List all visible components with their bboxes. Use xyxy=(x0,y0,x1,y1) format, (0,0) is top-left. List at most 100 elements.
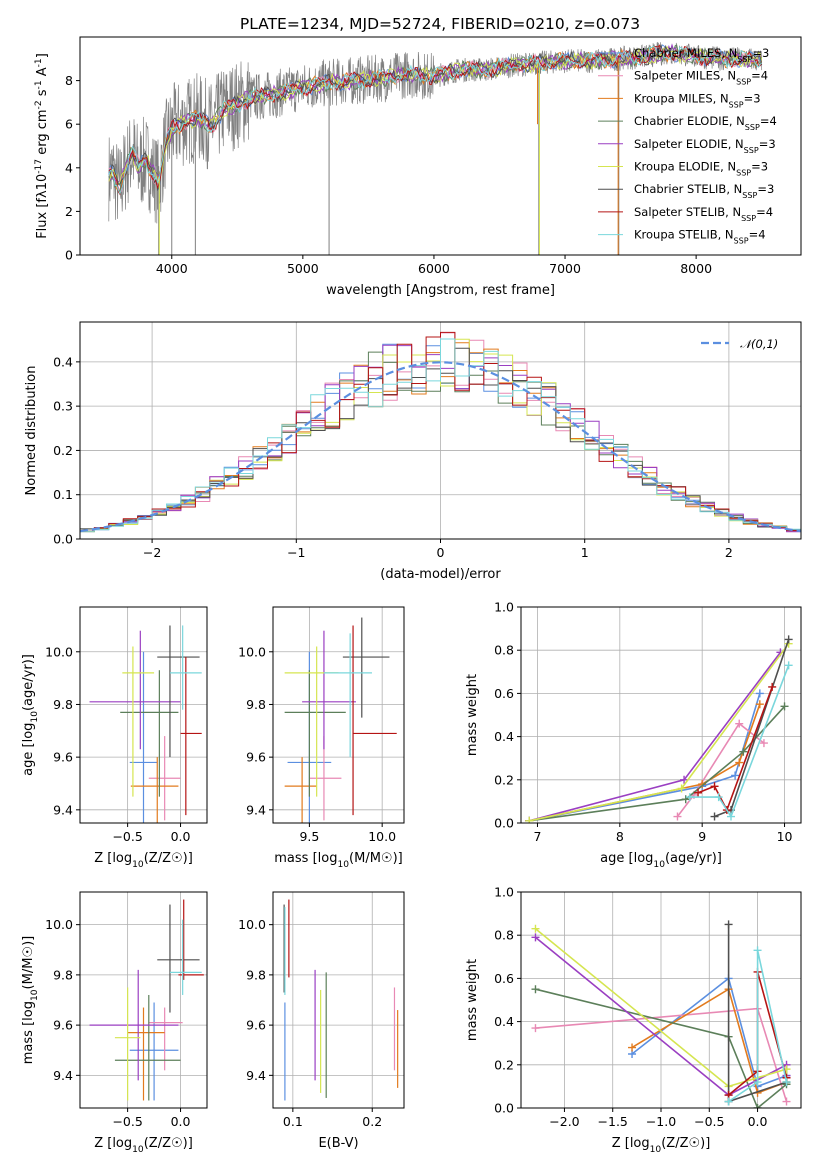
marker-salpeter-elodie xyxy=(680,775,689,784)
y-tick-label: 0.8 xyxy=(494,643,514,658)
label-part: (Z/Z☉)] xyxy=(144,1136,193,1151)
label-part: 10 xyxy=(30,711,40,723)
legend-label-chabrier-miles: Chabrier MILES, NSSP=3 xyxy=(634,46,769,64)
label-part: mass [log xyxy=(274,851,337,866)
legend-text: =4 xyxy=(760,114,777,128)
label-part: age [log xyxy=(600,851,653,866)
legend-text: Kroupa MILES, N xyxy=(634,91,729,105)
marker-kroupa-stelib xyxy=(724,1097,733,1106)
marker-salpeter-stelib xyxy=(694,788,703,797)
y-tick-label: 0.8 xyxy=(494,928,514,943)
marker-kroupa-elodie xyxy=(677,784,686,793)
marker-chabrier-elodie xyxy=(753,1104,762,1108)
axes-frame xyxy=(272,891,405,1109)
x-axis-label: mass [log10(M/M☉)] xyxy=(274,851,402,870)
y-tick-label: 0 xyxy=(65,248,73,263)
x-tick-label: −2.0 xyxy=(549,1114,579,1129)
axes-frame xyxy=(272,606,405,824)
label-part: mass weight xyxy=(465,674,480,756)
y-tick-label: 0.3 xyxy=(53,399,73,414)
marker-kroupa-miles xyxy=(628,1043,637,1052)
mass-weight-vs-metallicity-panel: −2.0 −1.5 −1.0 −0.5 0.0 0.0 0.2 0.4 0.6 0.8 1.0 Z [… xyxy=(465,885,802,1155)
y-tick-label: 9.8 xyxy=(246,697,266,712)
legend-subscript: SSP xyxy=(741,213,756,222)
marker-salpeter-miles xyxy=(673,812,682,821)
label-part: erg cm xyxy=(35,109,50,158)
y-tick-label: 9.8 xyxy=(53,697,73,712)
y-tick-label: 9.4 xyxy=(53,1068,73,1083)
y-tick-label: 0.2 xyxy=(494,1057,514,1072)
y-tick-label: 0.2 xyxy=(494,772,514,787)
x-tick-label: −2 xyxy=(143,545,161,560)
y-tick-label: 0.0 xyxy=(494,816,514,831)
y-axis-label: Normed distribution xyxy=(24,366,39,496)
legend-text: =3 xyxy=(744,91,761,105)
x-axis-label: Z [log10(Z/Z☉)] xyxy=(612,1136,711,1155)
marker-chabrier-stelib xyxy=(724,920,733,929)
plot-area xyxy=(273,607,404,823)
y-tick-label: 0.0 xyxy=(494,1101,514,1116)
y-tick-label: 9.6 xyxy=(53,1018,73,1033)
legend-text: =3 xyxy=(759,137,776,151)
plot-content xyxy=(525,635,793,823)
y-tick-label: 0.4 xyxy=(494,729,514,744)
label-part: (M/M☉)] xyxy=(21,936,36,990)
x-tick-label: 4000 xyxy=(156,261,188,276)
y-tick-label: 8 xyxy=(65,73,73,88)
x-tick-label: 1 xyxy=(581,545,589,560)
spectrum-panel: 4000 5000 6000 7000 8000 0 2 4 6 8 wavelength [Ang… xyxy=(34,36,802,298)
grid xyxy=(273,892,404,1108)
y-tick-label: 0.4 xyxy=(494,1014,514,1029)
legend-text: Salpeter ELODIE, N xyxy=(634,137,744,151)
y-tick-label: 10.0 xyxy=(45,917,73,932)
label-part: (age/yr)] xyxy=(665,851,722,866)
legend-subscript: SSP xyxy=(737,55,752,64)
x-tick-label: 0.1 xyxy=(283,1114,303,1129)
y-tick-label: 6 xyxy=(65,117,73,132)
marker-chabrier-elodie xyxy=(531,985,540,994)
y-tick-label: 9.6 xyxy=(53,750,73,765)
series-chabrier-elodie-line xyxy=(535,988,788,1108)
marker-kroupa-stelib xyxy=(714,793,723,802)
x-tick-label: −1 xyxy=(287,545,305,560)
x-tick-label: 2 xyxy=(725,545,733,560)
legend-subscript: SSP xyxy=(744,145,759,154)
marker-chabrier-elodie xyxy=(780,702,789,711)
marker-kroupa-stelib xyxy=(727,812,735,821)
label-part: age [log xyxy=(21,723,36,776)
plot-content xyxy=(80,331,801,533)
label-part: -1 xyxy=(34,80,44,89)
label-part: A xyxy=(35,67,50,80)
histogram-salpeter-stelib xyxy=(80,331,801,532)
x-axis-label: (data-model)/error xyxy=(380,567,501,582)
y-axis-label: Flux [fλ10-17 erg cm-2 s-1 A-1] xyxy=(34,53,50,239)
label-part: Z [log xyxy=(94,851,132,866)
x-tick-label: 8 xyxy=(616,829,624,844)
model-kroupa-stelib-line xyxy=(108,45,763,195)
y-tick-label: 10.0 xyxy=(45,644,73,659)
marker-salpeter-miles xyxy=(735,719,744,728)
residual-histogram-panel: −2 −1 0 1 2 0.0 0.1 0.2 0.3 0.4 (data-model)/error… xyxy=(24,321,802,582)
series-kroupa-stelib-line xyxy=(728,950,788,1103)
label-part: wavelength [Angstrom, rest frame] xyxy=(326,283,555,298)
marker-chabrier-stelib xyxy=(784,635,793,644)
x-tick-label: 9 xyxy=(698,829,706,844)
y-tick-label: 9.6 xyxy=(246,750,266,765)
x-tick-label: 8000 xyxy=(680,261,712,276)
marker-kroupa-stelib xyxy=(685,793,694,802)
histogram-chabrier-elodie xyxy=(80,351,801,531)
y-tick-label: 10.0 xyxy=(238,917,266,932)
marker-salpeter-miles xyxy=(782,1097,791,1106)
y-tick-label: 9.8 xyxy=(246,967,266,982)
label-part: -17 xyxy=(34,159,44,174)
x-tick-label: 9.5 xyxy=(299,829,319,844)
normal-curve-line xyxy=(80,361,801,533)
label-part: 10 xyxy=(337,860,349,870)
y-tick-label: 10.0 xyxy=(238,644,266,659)
label-part: Flux [fλ10 xyxy=(35,174,50,239)
x-tick-label: 0 xyxy=(437,545,445,560)
series-kroupa-stelib-line xyxy=(689,665,790,819)
y-axis-label: mass [log10(M/M☉)] xyxy=(21,936,40,1064)
label-part: mass weight xyxy=(465,959,480,1041)
